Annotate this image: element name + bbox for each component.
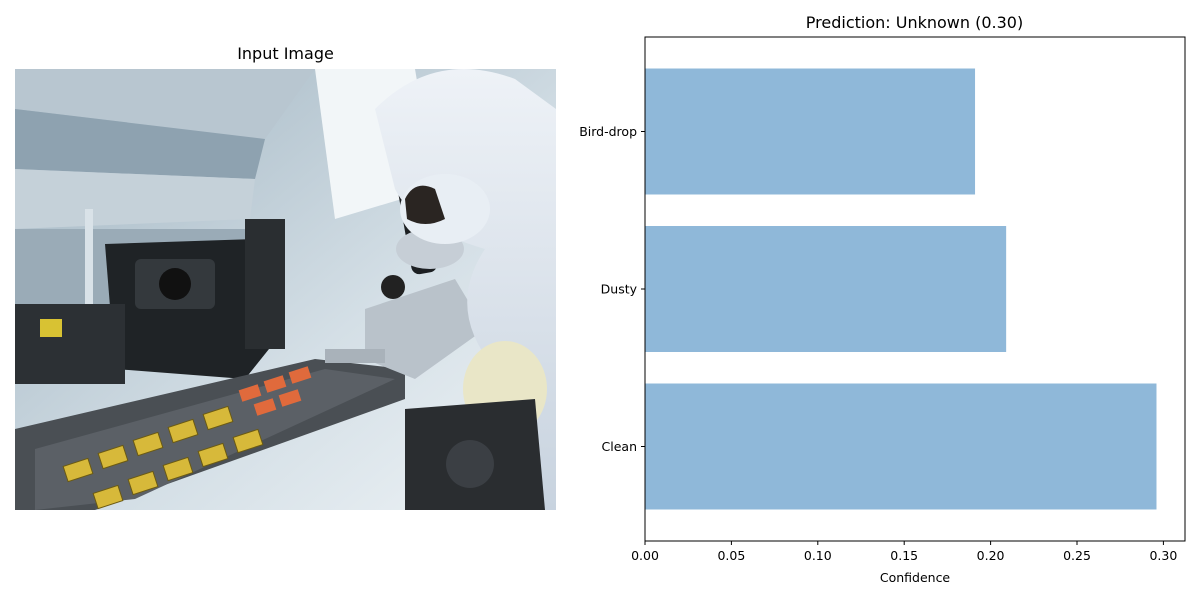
x-axis-label: Confidence [880, 570, 951, 585]
input-image [15, 69, 556, 510]
y-tick-label: Bird-drop [579, 124, 637, 139]
bar-dusty [645, 226, 1007, 352]
bar-clean [645, 383, 1157, 510]
y-tick-label: Dusty [601, 282, 638, 297]
y-tick-label: Clean [602, 439, 637, 454]
x-tick-label: 0.30 [1149, 548, 1177, 563]
image-title: Input Image [237, 44, 334, 63]
x-tick-label: 0.25 [1063, 548, 1091, 563]
x-tick-label: 0.00 [631, 548, 659, 563]
x-tick-label: 0.05 [717, 548, 745, 563]
x-tick-label: 0.20 [977, 548, 1005, 563]
chart-title: Prediction: Unknown (0.30) [806, 13, 1023, 32]
x-tick-label: 0.15 [890, 548, 918, 563]
x-tick-label: 0.10 [804, 548, 832, 563]
bar-bird-drop [645, 68, 976, 195]
